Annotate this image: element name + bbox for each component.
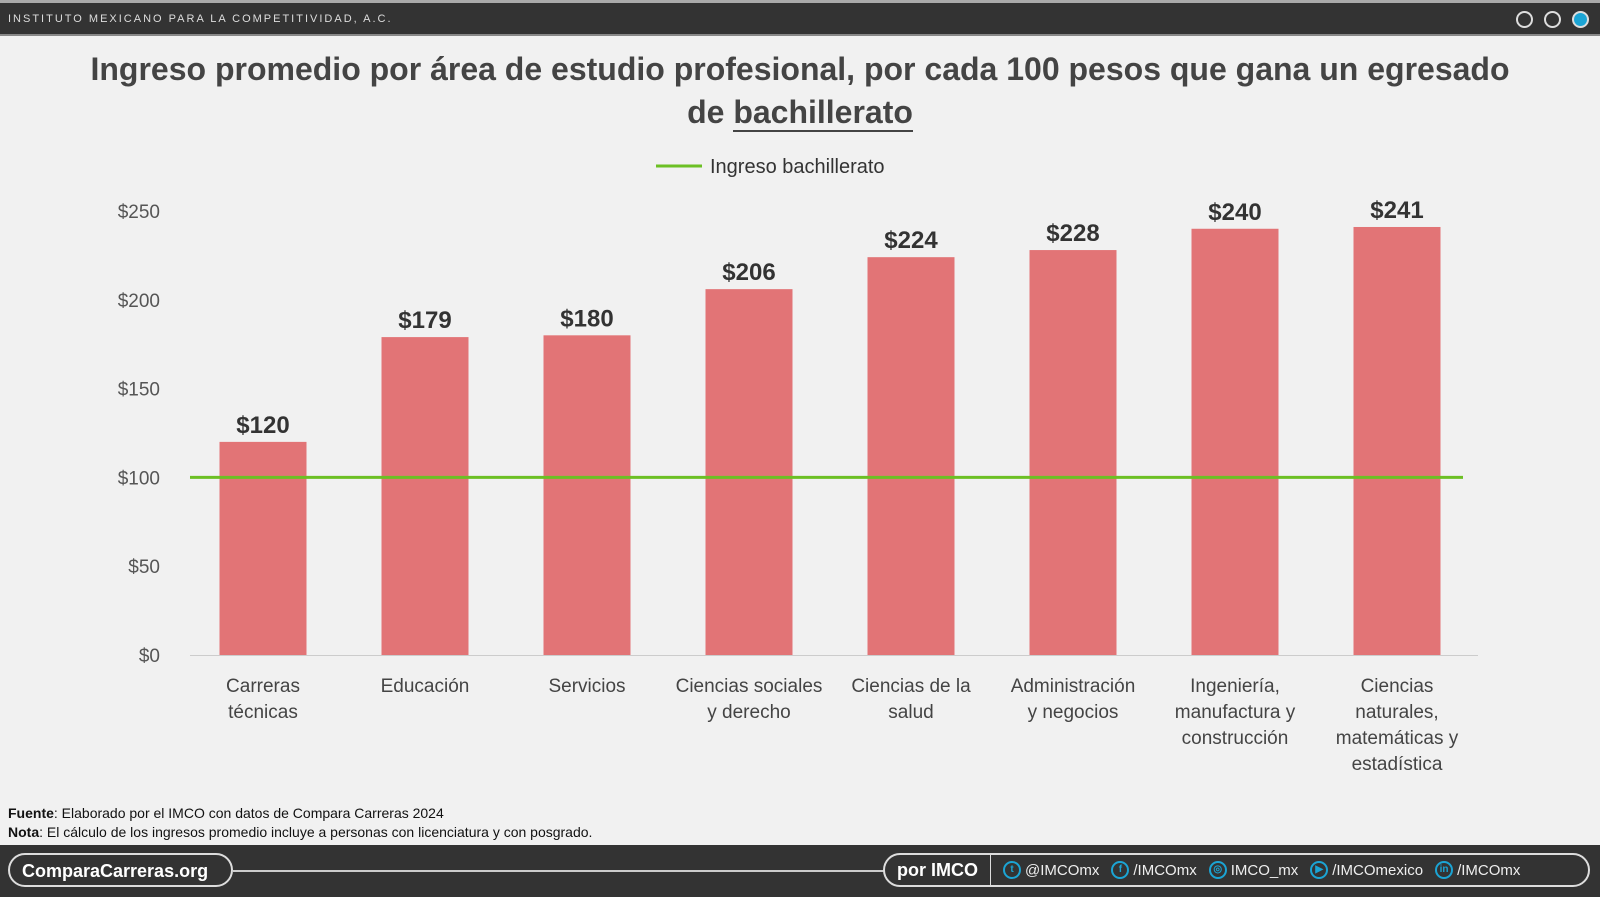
bar-0 xyxy=(219,441,307,655)
bar-1 xyxy=(381,337,469,655)
social-link-imcomx[interactable]: ◎ IMCO_mx xyxy=(1208,861,1299,879)
nav-dot-3-active[interactable] xyxy=(1572,11,1589,28)
chart-title: Ingreso promedio por área de estudio pro… xyxy=(0,48,1600,134)
x-tick-label: Ciencias xyxy=(1361,676,1434,697)
note-label: Nota xyxy=(8,824,40,840)
social-label: @IMCOmx xyxy=(1025,861,1100,879)
divider xyxy=(233,870,885,872)
social-link-imcomx[interactable]: t @IMCOmx xyxy=(1003,861,1099,879)
y-tick-label: $0 xyxy=(139,646,160,667)
bar-2 xyxy=(543,335,631,655)
data-label: $180 xyxy=(560,305,613,332)
x-tick-label: construcción xyxy=(1182,728,1289,749)
y-tick-label: $150 xyxy=(118,380,160,401)
x-tick-label: matemáticas y xyxy=(1336,728,1459,749)
social-link-imcomx[interactable]: in/IMCOmx xyxy=(1435,861,1520,879)
facebook-icon: f xyxy=(1111,861,1130,879)
x-tick-label: salud xyxy=(888,702,933,723)
bar-5 xyxy=(1029,250,1117,655)
x-tick-label: Servicios xyxy=(548,676,625,697)
x-tick-label: Carreras xyxy=(226,676,300,697)
linkedin-icon: in xyxy=(1435,861,1454,879)
source-text: : Elaborado por el IMCO con datos de Com… xyxy=(53,805,444,821)
y-tick-label: $100 xyxy=(118,468,160,489)
bar-3 xyxy=(705,289,793,655)
youtube-icon: ▶ xyxy=(1310,861,1329,879)
bar-4 xyxy=(867,257,955,655)
social-label: /IMCOmx xyxy=(1457,861,1521,879)
y-tick-label: $50 xyxy=(128,557,160,578)
social-bar: por IMCO t @IMCOmx f/IMCOmx ◎ IMCO_mx ▶/IMCOm… xyxy=(883,853,1590,887)
x-tick-label: Educación xyxy=(381,676,470,697)
social-label: IMCO_mx xyxy=(1230,861,1299,879)
data-label: $241 xyxy=(1370,197,1423,224)
x-tick-label: Ciencias sociales xyxy=(676,676,823,697)
note-text: : El cálculo de los ingresos promedio in… xyxy=(39,824,593,840)
org-name: INSTITUTO MEXICANO PARA LA COMPETITIVIDA… xyxy=(8,13,393,25)
title-underlined: bachillerato xyxy=(733,94,913,132)
instagram-icon: ◎ xyxy=(1208,861,1227,879)
data-label: $228 xyxy=(1046,220,1099,247)
social-link-imcomexico[interactable]: ▶/IMCOmexico xyxy=(1310,861,1423,879)
data-label: $206 xyxy=(722,259,775,286)
data-label: $240 xyxy=(1208,199,1261,226)
social-label: /IMCOmexico xyxy=(1332,861,1424,879)
x-tick-label: Administración xyxy=(1011,676,1136,697)
notes: Fuente: Elaborado por el IMCO con datos … xyxy=(8,804,592,842)
bar-6 xyxy=(1191,228,1279,655)
x-tick-label: técnicas xyxy=(228,702,298,723)
social-label: /IMCOmx xyxy=(1133,861,1197,879)
title-text: Ingreso promedio por área de estudio pro… xyxy=(90,51,1510,87)
x-tick-label: naturales, xyxy=(1355,702,1438,723)
x-tick-label: manufactura y xyxy=(1175,702,1296,723)
legend-label: Ingreso bachillerato xyxy=(710,156,885,178)
source-label: Fuente xyxy=(8,805,54,821)
twitter-icon: t xyxy=(1003,861,1021,879)
y-tick-label: $200 xyxy=(118,291,160,312)
data-label: $179 xyxy=(398,307,451,334)
top-bar: INSTITUTO MEXICANO PARA LA COMPETITIVIDA… xyxy=(0,0,1600,36)
data-label: $120 xyxy=(236,412,289,439)
x-tick-label: Ingeniería, xyxy=(1190,676,1280,697)
nav-dot-2[interactable] xyxy=(1544,11,1561,28)
x-tick-label: estadística xyxy=(1352,754,1443,775)
nav-dot-1[interactable] xyxy=(1516,11,1533,28)
x-tick-label: y derecho xyxy=(707,702,790,723)
x-tick-label: Ciencias de la xyxy=(851,676,971,697)
site-link[interactable]: ComparaCarreras.org xyxy=(8,853,233,887)
y-tick-label: $250 xyxy=(118,202,160,223)
bar-7 xyxy=(1353,226,1441,655)
data-label: $224 xyxy=(884,227,938,254)
por-imco: por IMCO xyxy=(885,855,991,885)
title-text-de: de xyxy=(687,94,734,130)
footer: ComparaCarreras.org por IMCO t @IMCOmx f/I… xyxy=(0,845,1600,897)
x-tick-label: y negocios xyxy=(1028,702,1119,723)
social-link-imcomx[interactable]: f/IMCOmx xyxy=(1111,861,1197,879)
